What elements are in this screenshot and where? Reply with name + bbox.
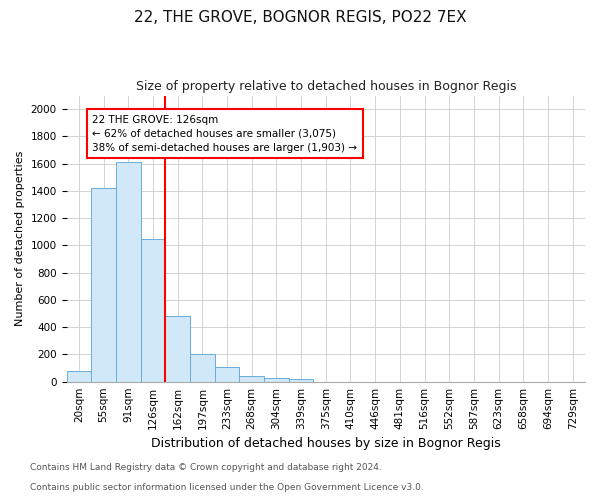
Text: 22, THE GROVE, BOGNOR REGIS, PO22 7EX: 22, THE GROVE, BOGNOR REGIS, PO22 7EX: [134, 10, 466, 25]
Text: Contains HM Land Registry data © Crown copyright and database right 2024.: Contains HM Land Registry data © Crown c…: [30, 464, 382, 472]
Text: Contains public sector information licensed under the Open Government Licence v3: Contains public sector information licen…: [30, 484, 424, 492]
Bar: [289, 379, 313, 382]
Text: 22 THE GROVE: 126sqm
← 62% of detached houses are smaller (3,075)
38% of semi-de: 22 THE GROVE: 126sqm ← 62% of detached h…: [92, 114, 358, 152]
Bar: [215, 368, 239, 382]
Title: Size of property relative to detached houses in Bognor Regis: Size of property relative to detached ho…: [136, 80, 516, 93]
Bar: [67, 371, 91, 382]
Bar: [190, 354, 215, 382]
Bar: [264, 378, 289, 382]
Bar: [140, 238, 165, 382]
Bar: [239, 376, 264, 382]
Y-axis label: Number of detached properties: Number of detached properties: [15, 151, 25, 326]
Bar: [91, 188, 116, 382]
Bar: [116, 162, 140, 382]
X-axis label: Distribution of detached houses by size in Bognor Regis: Distribution of detached houses by size …: [151, 437, 500, 450]
Bar: [165, 316, 190, 382]
